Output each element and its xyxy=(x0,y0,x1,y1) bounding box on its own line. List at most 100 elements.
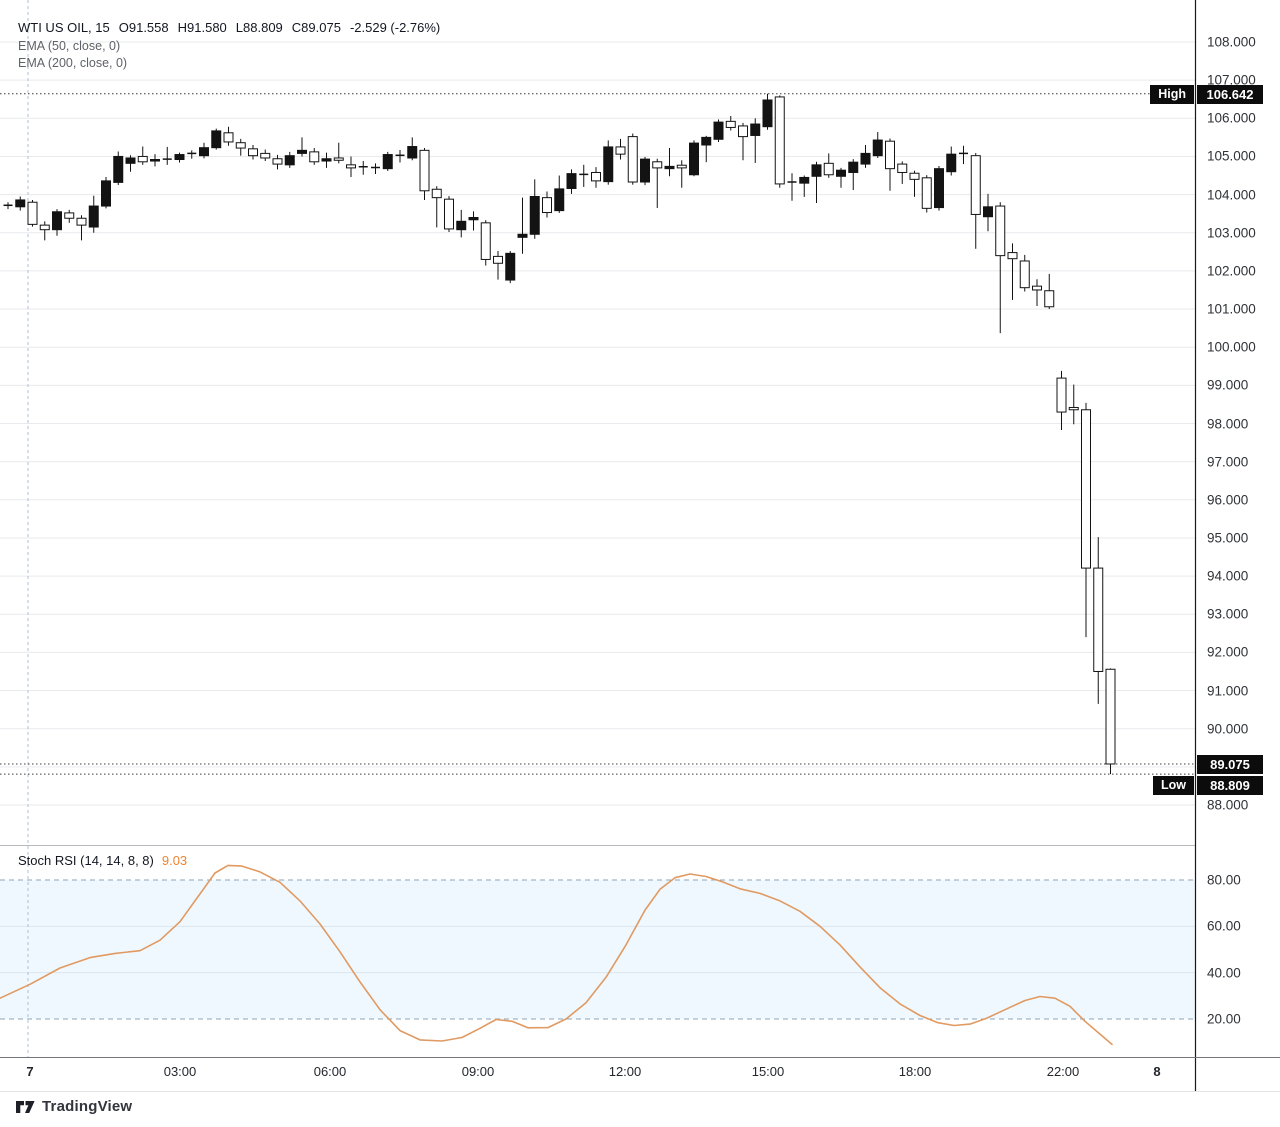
stoch-rsi-line xyxy=(0,864,1113,1046)
candle-body xyxy=(101,180,111,207)
candle-body xyxy=(284,155,295,166)
ohlc-low: L88.809 xyxy=(235,20,283,35)
ema50-legend-row[interactable]: EMA (50, close, 0) xyxy=(18,39,120,53)
price-axis-label: 104.000 xyxy=(1207,187,1256,203)
candle-body xyxy=(725,120,736,128)
high-tag-label: High xyxy=(1150,84,1194,104)
price-axis-label: 107.000 xyxy=(1207,72,1256,88)
candle-body xyxy=(566,173,577,189)
low-tag-label: Low xyxy=(1153,775,1194,795)
candle-body xyxy=(137,155,148,163)
candle-body xyxy=(199,147,209,157)
candle-body xyxy=(382,154,393,170)
last-price-box: 89.075 xyxy=(1197,755,1263,774)
candle-body xyxy=(897,163,908,173)
time-axis-label: 06:00 xyxy=(313,1064,347,1079)
candle-body xyxy=(1044,290,1055,308)
price-axis-label: 101.000 xyxy=(1207,301,1256,317)
candle-body xyxy=(174,154,185,161)
rsi-axis-label: 80.00 xyxy=(1207,872,1241,888)
price-axis-label: 91.000 xyxy=(1207,683,1249,699)
candle-body xyxy=(407,146,418,159)
price-axis-label: 95.000 xyxy=(1207,530,1249,546)
candle-body xyxy=(517,233,528,238)
rsi-band xyxy=(0,880,1195,1020)
candle-body xyxy=(52,211,62,231)
ema200-legend-row[interactable]: EMA (200, close, 0) xyxy=(18,56,127,70)
low-price-box: 88.809 xyxy=(1197,775,1263,795)
candle-body xyxy=(444,198,454,230)
time-axis-label: 18:00 xyxy=(898,1064,932,1079)
candle-body xyxy=(946,153,957,173)
candle-body xyxy=(468,216,479,221)
candle-body xyxy=(934,168,944,209)
candle-body xyxy=(113,155,124,183)
candle-body xyxy=(872,139,883,157)
candle-body xyxy=(88,205,99,228)
stoch-rsi-title: Stoch RSI (14, 14, 8, 8) xyxy=(18,853,154,868)
candle-body xyxy=(1056,377,1067,413)
candle-body xyxy=(76,217,87,226)
candle-body xyxy=(823,162,834,176)
symbol-title: WTI US OIL, 15 xyxy=(18,20,110,35)
candle-body xyxy=(1007,252,1018,260)
candle-body xyxy=(615,146,626,155)
stoch-rsi-legend-row[interactable]: Stoch RSI (14, 14, 8, 8) 9.03 xyxy=(18,853,187,868)
candle-body xyxy=(762,99,773,128)
price-axis-label: 92.000 xyxy=(1207,644,1249,660)
price-axis-label: 106.000 xyxy=(1207,110,1256,126)
candle-body xyxy=(1093,567,1104,672)
candle-body xyxy=(125,157,136,164)
candle-body xyxy=(1105,668,1116,765)
candle-body xyxy=(260,152,271,159)
candle-body xyxy=(248,148,258,157)
high-price-box: 106.642 xyxy=(1197,84,1263,104)
candle-body xyxy=(64,212,75,219)
price-axis-label: 96.000 xyxy=(1207,492,1249,508)
candle-body xyxy=(39,224,50,231)
candle-body xyxy=(909,172,920,180)
price-axis-label: 103.000 xyxy=(1207,225,1256,241)
candle-body xyxy=(1019,260,1030,289)
time-axis-label: 03:00 xyxy=(163,1064,197,1079)
candle-body xyxy=(774,96,785,185)
candle-body xyxy=(640,158,650,183)
candle-body xyxy=(591,171,601,182)
candle-body xyxy=(554,188,565,212)
candle-body xyxy=(529,196,540,235)
time-axis-label: 09:00 xyxy=(461,1064,495,1079)
candle-body xyxy=(297,149,307,154)
time-axis-label: 7 xyxy=(26,1064,34,1079)
price-axis-label: 100.000 xyxy=(1207,339,1256,355)
candle-body xyxy=(431,188,442,199)
price-axis-label: 88.000 xyxy=(1207,797,1249,813)
candle-body xyxy=(750,123,761,136)
candle-body xyxy=(493,255,503,264)
candle-body xyxy=(505,252,516,281)
candle-body xyxy=(860,152,871,165)
candle-body xyxy=(333,157,344,161)
candle-body xyxy=(921,177,932,209)
candle-body xyxy=(272,158,283,165)
ohlc-high: H91.580 xyxy=(177,20,227,35)
time-axis-label: 8 xyxy=(1153,1064,1161,1079)
candle-body xyxy=(15,199,26,208)
candle-body xyxy=(713,121,724,140)
candle-body xyxy=(419,149,430,192)
symbol-legend-row[interactable]: WTI US OIL, 15 O91.558 H91.580 L88.809 C89.0… xyxy=(18,20,449,35)
price-axis-label: 97.000 xyxy=(1207,454,1249,470)
tradingview-watermark[interactable]: TradingView xyxy=(16,1098,132,1115)
candle-body xyxy=(652,161,663,169)
candle-body xyxy=(970,155,981,215)
price-axis-label: 94.000 xyxy=(1207,568,1249,584)
candle-body xyxy=(995,205,1006,257)
price-axis-label: 108.000 xyxy=(1207,34,1256,50)
candle-body xyxy=(603,146,614,183)
ema200-label: EMA (200, close, 0) xyxy=(18,56,128,70)
price-axis-label: 102.000 xyxy=(1207,263,1256,279)
tradingview-logo-icon xyxy=(16,1100,35,1113)
candle-body xyxy=(689,142,699,176)
rsi-axis-label: 40.00 xyxy=(1207,965,1241,981)
